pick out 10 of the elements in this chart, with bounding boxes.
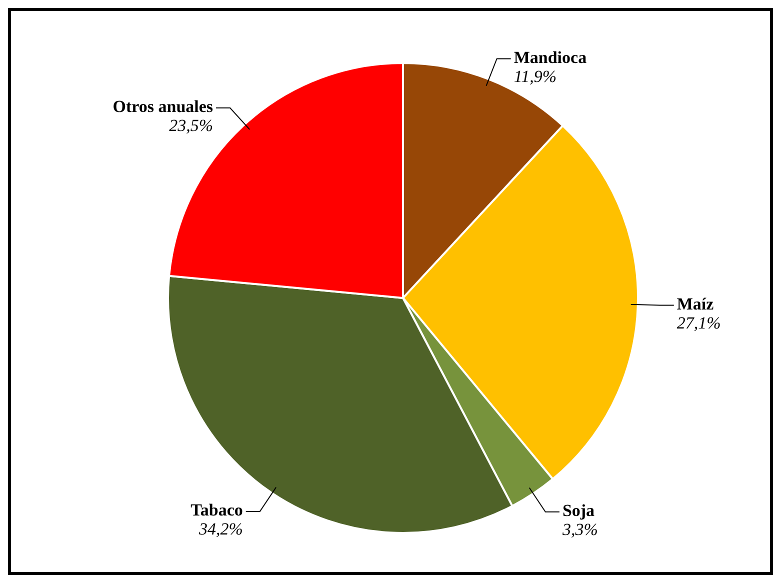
- slice-label: Soja: [562, 500, 596, 520]
- slice-label: Maíz: [676, 294, 714, 314]
- data-label: 3,3%: [561, 520, 598, 539]
- slice-label: Otros anuales: [112, 96, 214, 116]
- data-label: 11,9%: [514, 66, 557, 86]
- slice-label: Mandioca: [514, 48, 588, 67]
- slice-label: Tabaco: [190, 500, 243, 520]
- data-label: 23,5%: [169, 116, 214, 135]
- data-label: 27,1%: [676, 313, 721, 332]
- data-label: 34,2%: [198, 519, 243, 538]
